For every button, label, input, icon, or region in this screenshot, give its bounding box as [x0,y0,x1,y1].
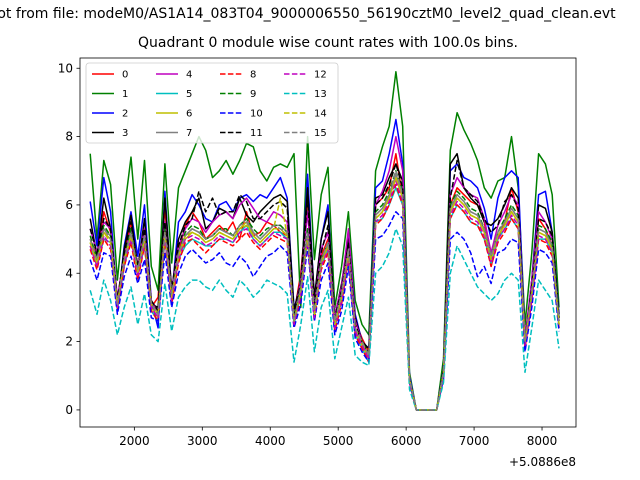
y-axis: 0 2 4 6 8 10 [58,61,80,417]
legend-label-4: 4 [186,70,192,81]
x-tick-label: 7000 [459,434,490,448]
legend-label-1: 1 [122,89,128,100]
legend-label-9: 9 [250,89,256,100]
x-tick-label: 5000 [323,434,354,448]
legend-label-10: 10 [250,109,263,120]
legend-label-6: 6 [186,109,192,120]
x-axis: 2000 3000 4000 5000 6000 7000 8000 [119,427,557,448]
legend-label-15: 15 [314,128,327,139]
plot-frame [79,57,577,428]
y-tick-label: 4 [65,266,73,280]
legend-frame [85,62,339,144]
y-tick-label: 8 [65,130,73,144]
series-line-13 [89,228,560,411]
legend-label-7: 7 [186,128,192,139]
x-tick-label: 4000 [255,434,286,448]
series-line-3 [89,152,560,411]
legend-label-8: 8 [250,70,256,81]
legend-label-11: 11 [250,128,263,139]
figure-suptitle-text: Plot from file: modeM0/AS1A14_083T04_900… [0,6,616,22]
y-tick-label: 10 [58,61,73,75]
legend-label-13: 13 [314,89,327,100]
legend-label-2: 2 [122,109,128,120]
x-tick-label: 2000 [119,434,150,448]
series-line-15 [89,170,560,411]
legend-label-0: 0 [122,70,128,81]
x-tick-label: 8000 [527,434,558,448]
x-tick-label: 6000 [391,434,422,448]
y-tick-label: 0 [65,403,73,417]
figure-suptitle: Plot from file: modeM0/AS1A14_083T04_900… [0,6,640,22]
x-axis-offset-label: +5.0886e8 [509,455,576,469]
series-line-1 [89,70,560,411]
legend-label-5: 5 [186,89,192,100]
chart-title: Quadrant 0 module wise count rates with … [138,35,518,51]
series-line-11 [89,159,560,411]
series-line-14 [89,176,560,411]
series-line-10 [89,211,560,411]
legend-label-12: 12 [314,70,327,81]
series-layer [89,70,560,411]
x-tick-label: 3000 [187,434,218,448]
legend-label-14: 14 [314,109,327,120]
y-tick-label: 2 [65,335,73,349]
legend-label-3: 3 [122,128,128,139]
y-tick-label: 6 [65,198,73,212]
